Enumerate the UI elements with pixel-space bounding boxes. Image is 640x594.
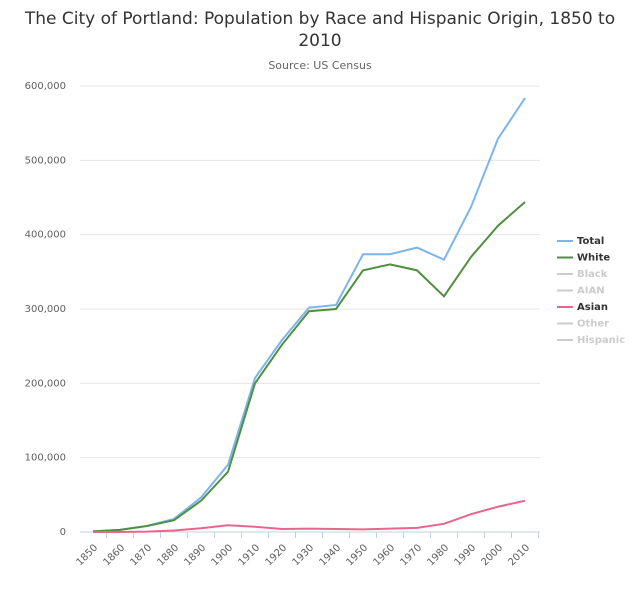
legend-label: AIAN: [577, 286, 605, 297]
x-tick-label: 1890: [182, 542, 208, 568]
legend-label: Hispanic: [577, 335, 625, 346]
x-tick-label: 1910: [236, 542, 262, 568]
y-tick-label: 600,000: [25, 81, 66, 92]
series-line: [93, 499, 526, 533]
x-tick-label: 1860: [101, 542, 127, 568]
x-tick-label: 1900: [209, 542, 235, 568]
chart-title: The City of Portland: Population by Race…: [24, 9, 616, 51]
legend-label: Other: [577, 319, 609, 330]
x-tick-label: 1970: [398, 542, 424, 568]
y-tick-label: 200,000: [25, 378, 66, 389]
x-tick-label: 1930: [290, 542, 316, 568]
legend-label: Asian: [577, 302, 608, 313]
x-tick-label: 1950: [344, 542, 370, 568]
y-tick-label: 300,000: [25, 304, 66, 315]
legend-label: White: [577, 253, 610, 264]
legend-label: Total: [577, 236, 604, 247]
x-tick-label: 1850: [74, 542, 100, 568]
legend-label: Black: [577, 269, 608, 280]
chart-subtitle: Source: US Census: [268, 59, 372, 72]
y-tick-label: 400,000: [25, 230, 66, 241]
series-line: [92, 97, 526, 533]
x-tick-label: 2010: [506, 542, 532, 568]
series-line: [92, 201, 526, 533]
x-tick-label: 1990: [452, 542, 478, 568]
y-tick-label: 100,000: [25, 453, 66, 464]
x-tick-label: 1870: [128, 542, 154, 568]
x-tick-label: 1960: [371, 542, 397, 568]
x-tick-label: 1920: [263, 542, 289, 568]
x-tick-label: 1940: [317, 542, 343, 568]
y-tick-label: 500,000: [25, 155, 66, 166]
x-tick-label: 1980: [425, 542, 451, 568]
x-tick-label: 2000: [479, 542, 505, 568]
y-tick-label: 0: [60, 527, 66, 538]
x-tick-label: 1880: [155, 542, 181, 568]
